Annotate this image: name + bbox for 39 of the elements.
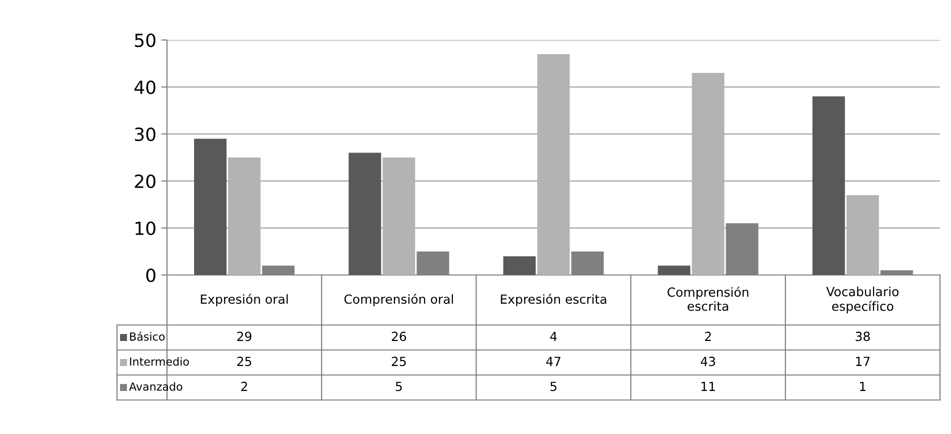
y-tick-label: 0 [146,268,156,282]
x-tick-label: Comprensión oral [344,294,453,306]
y-tick-label: 50 [135,33,156,48]
data-label: 43 [700,356,716,366]
legend-label: Básico [130,332,165,341]
legend-label: Avanzado [129,382,182,391]
data-label: 4 [550,332,557,341]
y-tick-label: 30 [134,127,156,142]
data-label: 11 [702,382,715,391]
bar [812,96,845,275]
bar [537,54,570,275]
data-label: 26 [392,332,406,342]
data-label: 1 [860,382,866,391]
bar [382,158,416,275]
x-tick-label: Expresión escrita [500,294,606,306]
x-tick-label: Comprensión escrita [668,286,748,311]
data-label: 5 [396,382,402,392]
data-label: 5 [550,382,556,392]
data-label: 17 [856,356,870,366]
bar [194,138,227,275]
data-label: 25 [392,356,406,366]
data-label: 25 [237,356,252,366]
data-label: 29 [237,332,252,342]
data-label: 2 [241,382,248,391]
bar [348,152,382,275]
y-tick-label: 10 [136,221,156,236]
x-tick-label: Vocabulario específico [826,286,899,314]
bar [658,266,690,275]
y-tick-label: 20 [134,174,156,188]
data-label: 38 [856,332,870,342]
bar [503,256,536,275]
bar [228,158,261,275]
y-tick-label: 40 [134,80,156,94]
legend-label: Intermedio [130,357,189,366]
data-label: 47 [546,356,560,366]
x-tick-label: Expresión oral [200,294,288,306]
data-label: 2 [705,332,711,341]
bar [692,72,724,275]
bar [846,195,879,275]
